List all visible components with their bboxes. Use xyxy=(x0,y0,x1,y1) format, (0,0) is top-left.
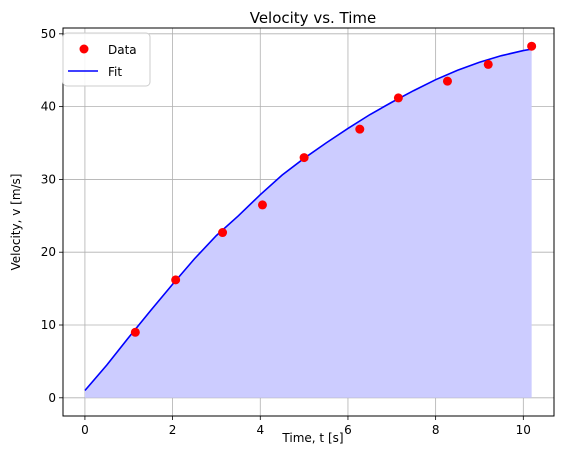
data-point xyxy=(299,153,309,163)
plot-frame xyxy=(62,27,555,417)
data-point xyxy=(257,200,267,210)
fit-line xyxy=(84,48,532,392)
legend-fit-label: Fit xyxy=(108,65,122,79)
y-axis-label: Velocity, v [m/s] xyxy=(9,174,23,271)
data-point xyxy=(483,59,493,69)
data-point xyxy=(171,275,181,285)
data-point xyxy=(130,327,140,337)
x-tick-label: 4 xyxy=(256,423,264,437)
y-tick-label: 30 xyxy=(41,172,56,186)
legend-box xyxy=(62,32,151,87)
data-points-layer xyxy=(130,41,537,337)
y-tick-label: 50 xyxy=(41,27,56,41)
fit-line-layer xyxy=(84,48,532,392)
legend: Data Fit xyxy=(62,32,151,87)
data-point xyxy=(218,228,228,238)
x-axis-ticks: 0 2 4 6 8 10 xyxy=(81,416,531,437)
data-point xyxy=(393,93,403,103)
y-tick-label: 40 xyxy=(41,100,56,114)
data-point xyxy=(527,41,537,51)
x-tick-label: 10 xyxy=(516,423,531,437)
x-tick-label: 8 xyxy=(432,423,440,437)
y-tick-label: 0 xyxy=(48,391,56,405)
fit-fill-area xyxy=(84,49,532,398)
x-tick-label: 2 xyxy=(169,423,177,437)
fit-fill-polygon xyxy=(84,49,532,398)
y-axis-ticks: 0 10 20 30 40 50 xyxy=(41,27,63,405)
y-tick-label: 20 xyxy=(41,245,56,259)
data-point xyxy=(355,124,365,134)
x-tick-label: 6 xyxy=(344,423,352,437)
chart-title: Velocity vs. Time xyxy=(250,9,377,27)
data-point xyxy=(442,76,452,86)
legend-data-marker xyxy=(79,44,89,54)
y-tick-label: 10 xyxy=(41,318,56,332)
x-axis-label: Time, t [s] xyxy=(281,431,343,445)
legend-data-label: Data xyxy=(108,43,137,57)
x-tick-label: 0 xyxy=(81,423,89,437)
